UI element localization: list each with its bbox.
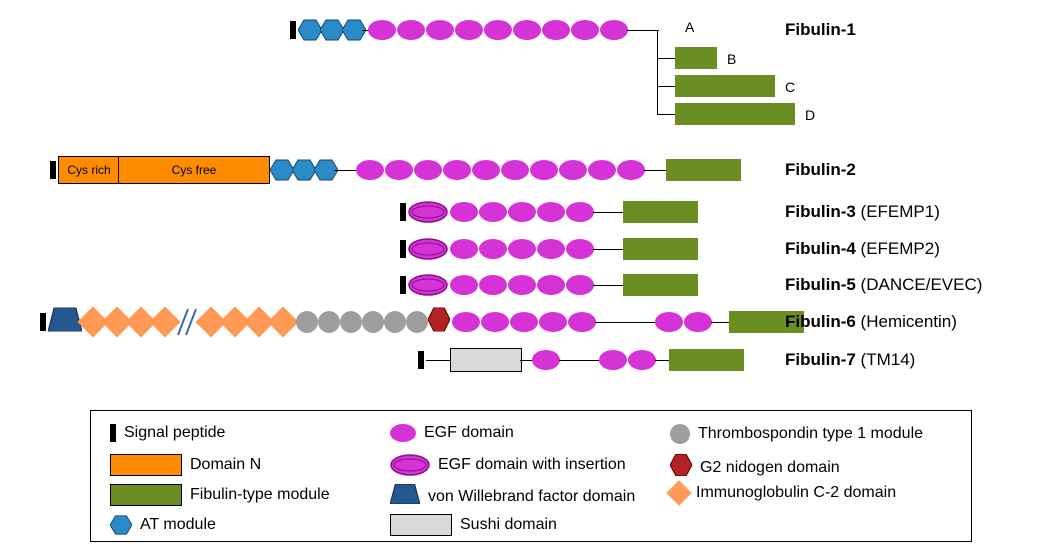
row1-name: Fibulin-1 (785, 20, 856, 39)
